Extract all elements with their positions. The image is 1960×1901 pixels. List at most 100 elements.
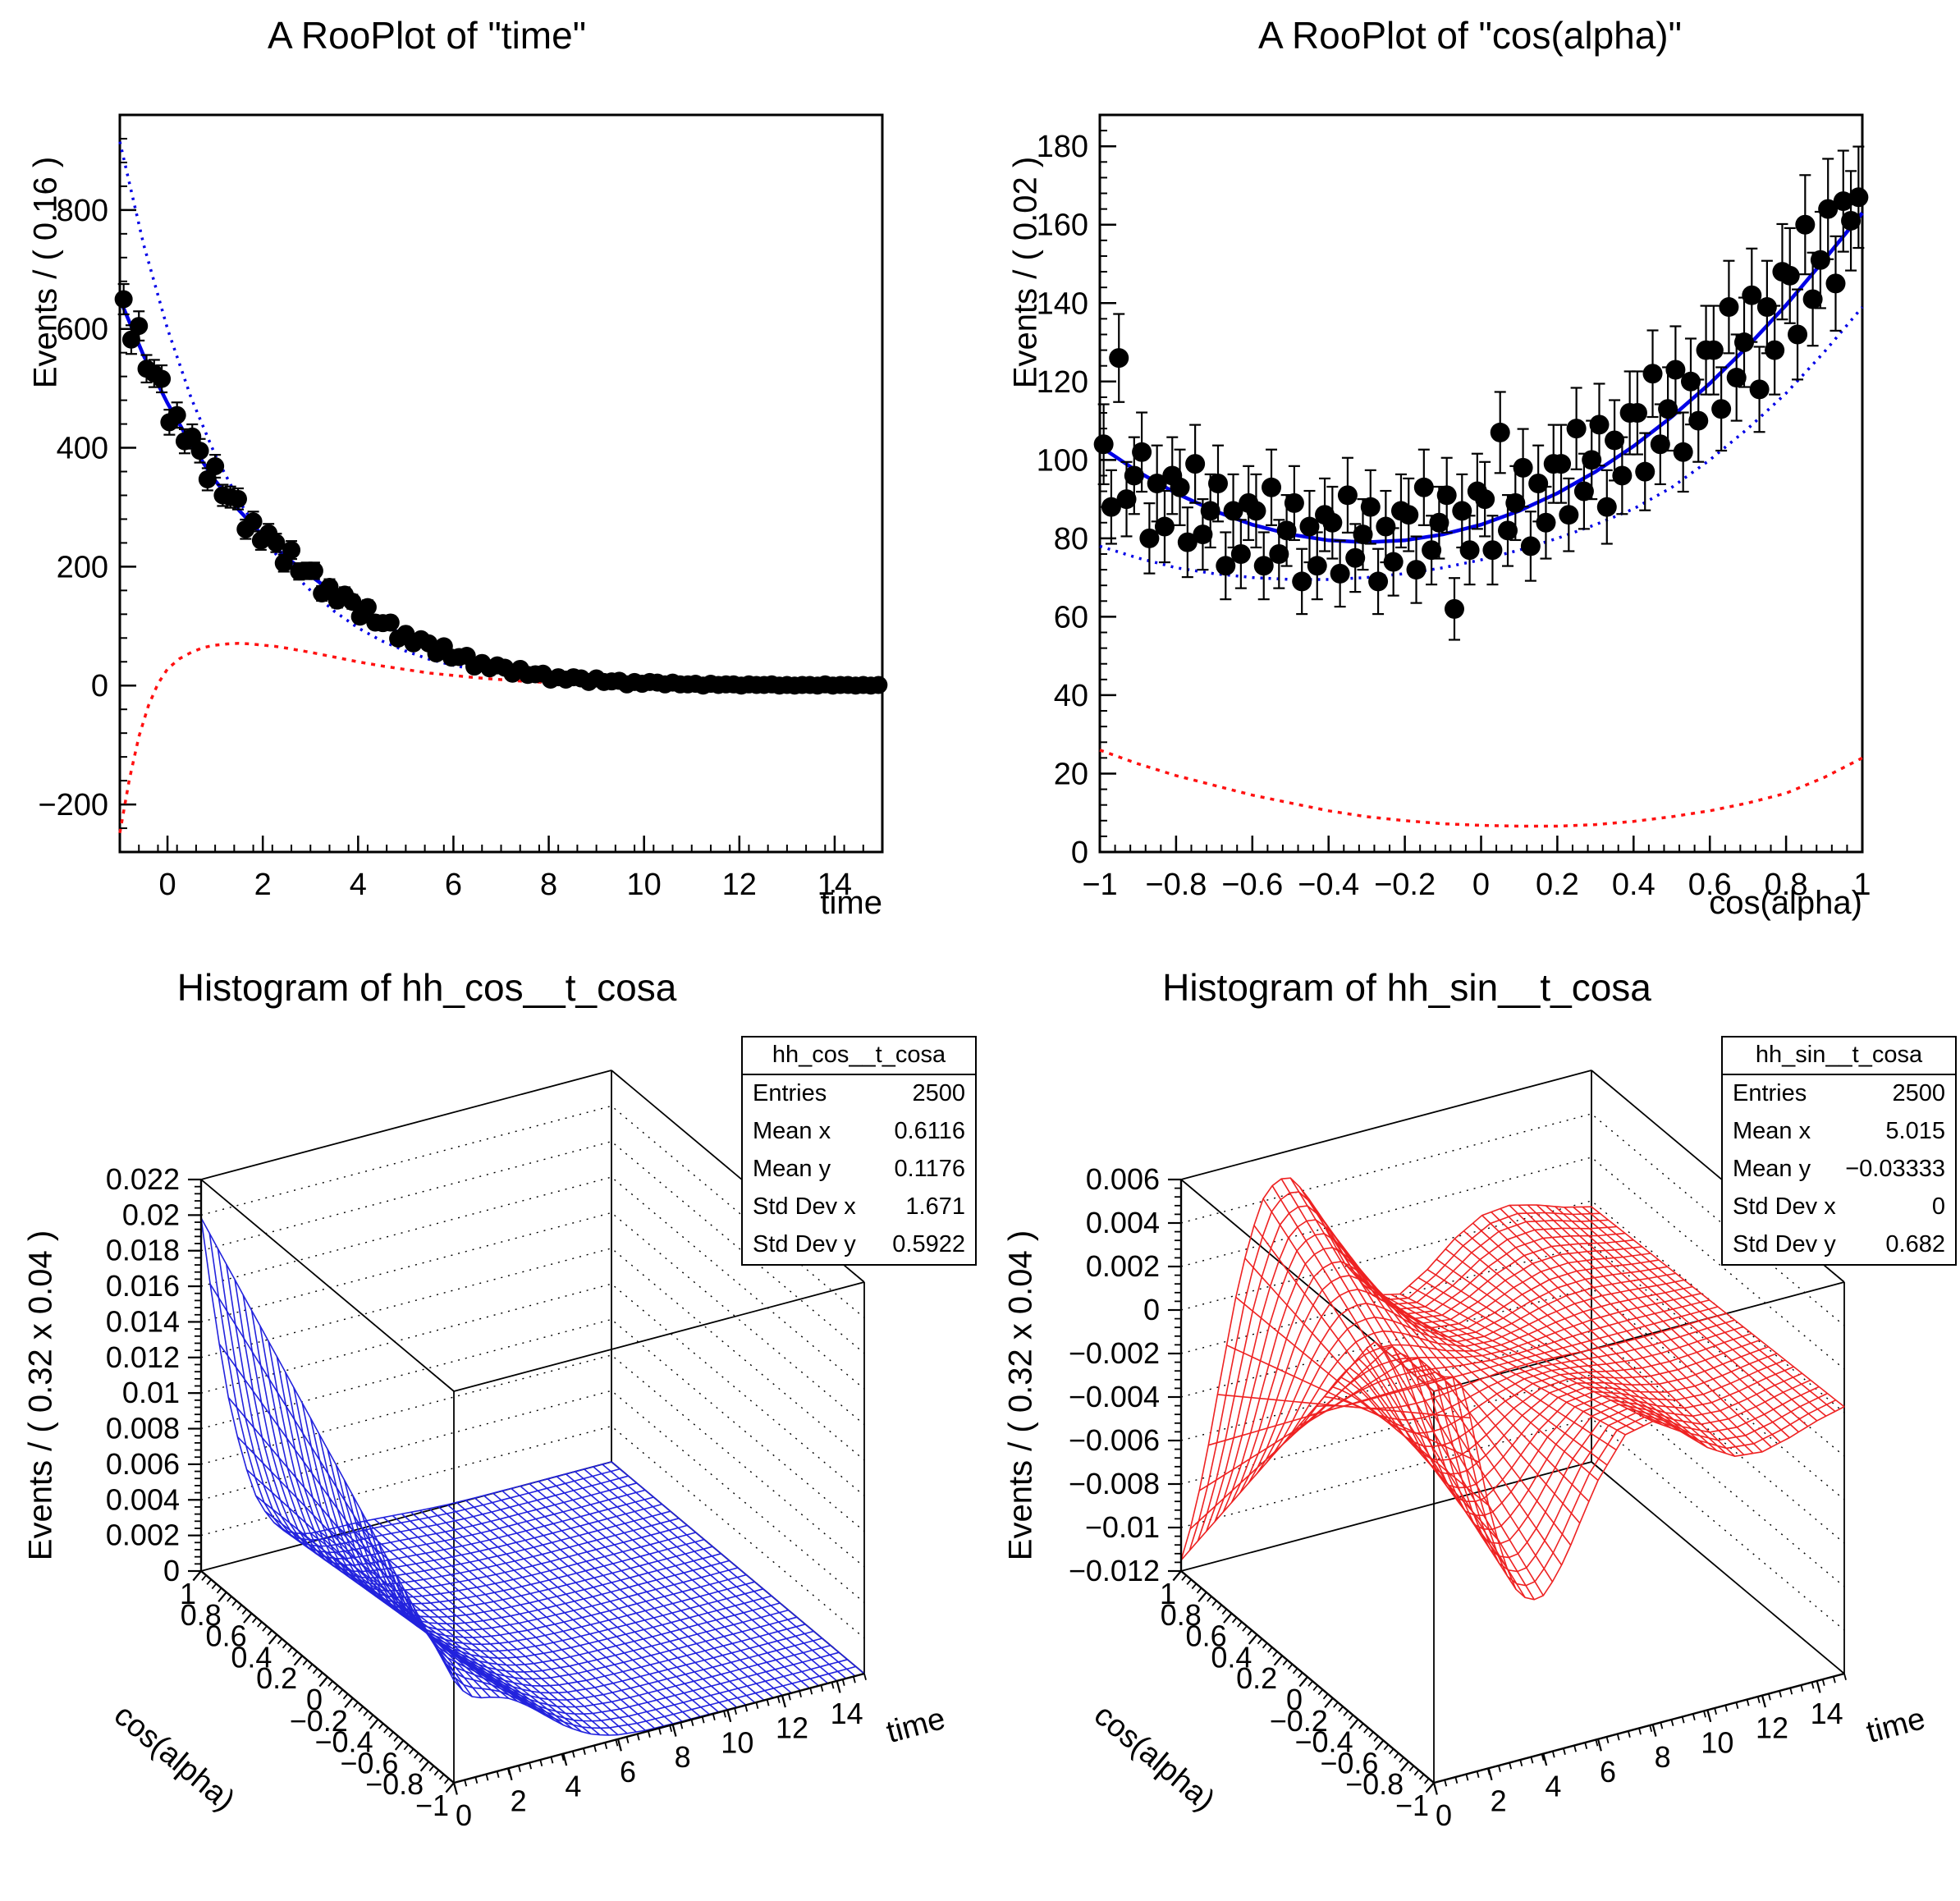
tick-label: 6 — [445, 868, 462, 902]
z-axis: 00.0020.0040.0060.0080.010.0120.0140.016… — [106, 1162, 203, 1587]
data-marker — [1383, 552, 1404, 572]
tick-label: 140 — [1037, 286, 1088, 321]
tick-label: 0.004 — [1086, 1206, 1160, 1239]
blue-dotted-component — [118, 141, 883, 687]
data-marker — [1795, 214, 1816, 235]
data-marker — [1779, 265, 1800, 286]
data-marker — [1848, 187, 1869, 208]
data-marker — [1734, 332, 1755, 353]
data-marker — [1322, 512, 1343, 533]
tick-label: 0.6 — [1186, 1619, 1227, 1653]
surface-mesh — [1180, 1177, 1845, 1601]
data-marker — [343, 593, 362, 612]
data-marker — [1749, 379, 1770, 400]
tick-label: −200 — [38, 788, 108, 822]
stats-row: Std Dev y 0.682 — [1733, 1231, 1945, 1257]
tick-label: 0.6 — [1688, 868, 1732, 902]
data-marker — [1353, 524, 1373, 545]
tick-label: 4 — [350, 868, 367, 902]
x-axis-title-time: time — [820, 885, 882, 921]
data-marker — [1422, 540, 1442, 561]
pad-surface-sin: −0.012 −0.01 −0.008 −0.006 −0.004 −0.002 0 0.00… — [1069, 1070, 1847, 1832]
tick-label: −1 — [415, 1789, 449, 1822]
data-marker — [1124, 465, 1144, 486]
data-marker — [869, 676, 888, 694]
data-marker — [267, 534, 286, 552]
surface-mesh — [200, 1217, 865, 1736]
data-marker — [1284, 492, 1304, 513]
data-marker — [1528, 474, 1549, 493]
tick-label: 100 — [1037, 443, 1088, 478]
stats-row: Std Dev x 1.671 — [753, 1193, 965, 1220]
data-marker — [1688, 410, 1709, 431]
data-marker — [1330, 563, 1350, 584]
data-marker — [1642, 364, 1663, 384]
tick-label: 10 — [627, 868, 662, 902]
data-marker — [1673, 442, 1693, 462]
tick-label: 4 — [1545, 1770, 1561, 1803]
data-marker — [1833, 191, 1853, 212]
data-marker — [1482, 540, 1503, 561]
tick-label: −0.6 — [340, 1746, 398, 1780]
data-marker — [1589, 415, 1610, 435]
data-marker — [1513, 457, 1533, 478]
wall-grid — [200, 1105, 865, 1639]
data-marker — [1788, 324, 1808, 345]
data-marker — [1185, 454, 1206, 474]
tick-label: −0.4 — [1295, 1725, 1353, 1759]
data-marker — [190, 442, 209, 460]
data-marker — [167, 405, 186, 424]
stats-row: Mean x 0.6116 — [753, 1118, 965, 1144]
data-marker — [1193, 524, 1213, 545]
tick-label: −0.006 — [1069, 1423, 1160, 1457]
stats-title: hh_sin__t_cosa — [1723, 1038, 1955, 1075]
data-marker — [244, 512, 263, 531]
tick-label: 14 — [1811, 1697, 1843, 1730]
tick-label: 80 — [1054, 522, 1088, 557]
tick-label: 0.016 — [106, 1269, 180, 1303]
pad-surface-cos: 00.0020.0040.0060.0080.010.0120.0140.016… — [106, 1070, 867, 1832]
tick-label: 0 — [1472, 868, 1490, 902]
tick-label: 0.8 — [181, 1598, 222, 1632]
tick-label: 0.012 — [106, 1340, 180, 1374]
data-marker — [1368, 571, 1389, 592]
tick-label: 12 — [1756, 1711, 1788, 1745]
tick-label: 0.006 — [106, 1447, 180, 1481]
tick-label: 200 — [57, 550, 108, 584]
tick-label: 10 — [721, 1725, 753, 1759]
rooplot-cosalpha-plot: −1 −0.8 −0.6 −0.4 −0.2 0 0.2 0.4 0.6 0.8 1 0 20 40 60 8… — [1037, 113, 1871, 902]
data-marker — [320, 578, 339, 597]
data-marker — [1459, 540, 1480, 561]
data-marker — [1101, 497, 1121, 517]
tick-label: 180 — [1037, 130, 1088, 164]
tick-label: −0.6 — [1221, 868, 1283, 902]
tick-label: 0 — [158, 868, 176, 902]
data-marker — [1726, 368, 1747, 388]
data-marker — [1406, 560, 1426, 580]
data-marker — [1253, 556, 1274, 576]
data-marker — [1742, 285, 1762, 305]
stats-row: Entries 2500 — [1733, 1080, 1945, 1106]
data-marker — [1566, 419, 1587, 439]
plot-frame — [118, 113, 884, 854]
data-marker — [1269, 543, 1289, 564]
tick-label: 0.01 — [122, 1376, 180, 1409]
data-marker — [1429, 512, 1449, 533]
stats-row: Mean y 0.1176 — [753, 1156, 965, 1182]
x-axis: 0 2 4 6 8 10 12 14 — [119, 836, 883, 902]
hh_cos__t_cosa-plot: 00.0020.0040.0060.0080.010.0120.0140.016… — [106, 1070, 867, 1832]
tick-label: 1 — [1853, 868, 1871, 902]
tick-label: −0.2 — [1270, 1704, 1328, 1738]
data-marker — [1200, 501, 1220, 521]
data-marker — [1818, 199, 1839, 219]
data-marker — [282, 541, 301, 560]
data-marker — [1650, 434, 1670, 455]
tick-label: 10 — [1701, 1725, 1733, 1759]
data-marker — [1109, 348, 1129, 369]
data-marker — [1802, 289, 1823, 309]
data-marker — [206, 456, 225, 475]
x-axis: −1 −0.8 −0.6 −0.4 −0.2 0 0.2 0.4 0.6 0.8 1 — [1082, 836, 1871, 902]
data-marker — [1719, 297, 1739, 318]
tick-label: −0.8 — [365, 1767, 424, 1801]
data-marker — [1596, 497, 1617, 517]
